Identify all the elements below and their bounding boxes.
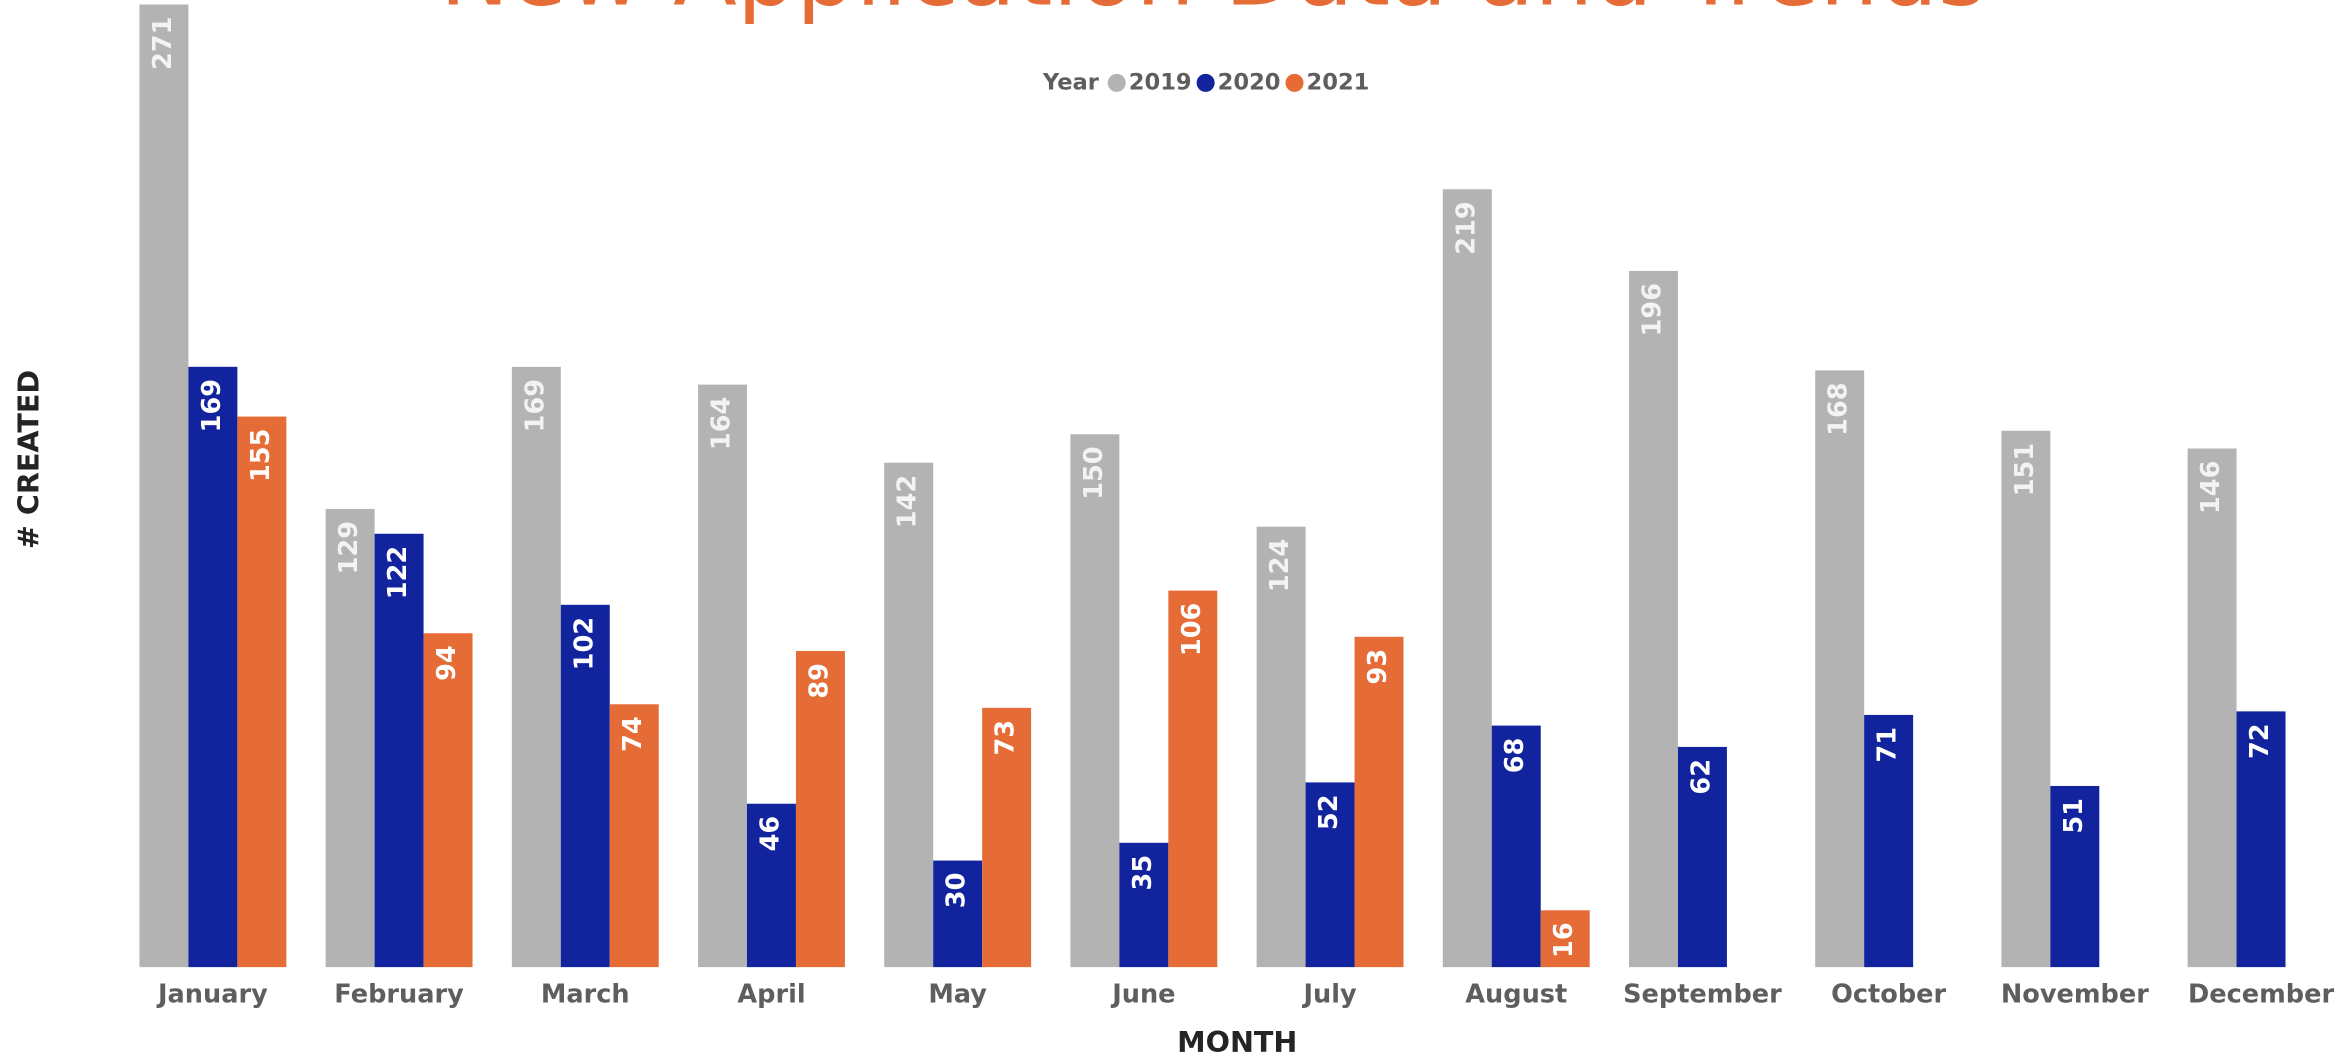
data-label: 169 xyxy=(520,379,550,432)
x-tick-label: September xyxy=(1623,980,1782,1010)
bar xyxy=(884,462,934,968)
data-label: 146 xyxy=(2196,461,2226,514)
bar xyxy=(511,366,561,968)
bar xyxy=(139,4,189,968)
data-label: 51 xyxy=(2059,798,2089,834)
bar xyxy=(1540,910,1590,968)
legend-title: Year xyxy=(1042,69,1100,95)
data-label: 164 xyxy=(707,397,737,450)
data-label: 73 xyxy=(991,720,1021,756)
data-label: 71 xyxy=(1873,727,1903,763)
data-label: 94 xyxy=(432,645,462,681)
bar xyxy=(237,416,287,968)
bar xyxy=(2236,711,2286,968)
x-tick-label: February xyxy=(334,980,464,1010)
data-label: 151 xyxy=(2010,443,2040,496)
x-tick-label: May xyxy=(928,980,987,1010)
bar xyxy=(933,860,983,968)
bar xyxy=(1256,526,1306,968)
data-label: 196 xyxy=(1637,283,1667,336)
bar xyxy=(560,604,610,968)
bar xyxy=(374,533,424,968)
data-label: 74 xyxy=(618,716,648,752)
data-label: 155 xyxy=(246,429,276,482)
bar xyxy=(1491,725,1541,968)
chart-title: New Application Data and Trends xyxy=(440,0,1987,27)
data-label: 168 xyxy=(1824,382,1854,435)
data-label: 35 xyxy=(1128,855,1158,891)
data-label: 72 xyxy=(2245,723,2275,759)
bar xyxy=(2001,430,2051,968)
x-tick-label: March xyxy=(541,980,630,1010)
x-tick-label: January xyxy=(156,980,268,1010)
bar xyxy=(1305,782,1355,968)
bar xyxy=(1442,189,1492,968)
x-tick-label: August xyxy=(1465,980,1567,1010)
data-label: 150 xyxy=(1079,446,1109,499)
data-label: 16 xyxy=(1549,922,1579,958)
x-tick-label: December xyxy=(2188,980,2334,1010)
x-axis-label: MONTH xyxy=(1177,1025,1297,1056)
x-tick-label: October xyxy=(1831,980,1946,1010)
data-label: 89 xyxy=(804,663,834,699)
bar xyxy=(2187,448,2237,968)
bar xyxy=(609,704,659,968)
x-tick-label: April xyxy=(737,980,805,1010)
data-label: 68 xyxy=(1500,738,1530,774)
y-axis-label: # CREATED xyxy=(12,370,46,549)
bar xyxy=(1168,590,1218,968)
legend-label: 2021 xyxy=(1307,69,1370,95)
data-label: 52 xyxy=(1314,794,1344,830)
data-label: 219 xyxy=(1451,201,1481,254)
bar xyxy=(423,633,473,968)
x-tick-label: November xyxy=(2001,980,2149,1010)
bar xyxy=(1354,636,1404,968)
data-label: 62 xyxy=(1686,759,1716,795)
x-tick-label: July xyxy=(1301,980,1357,1010)
bar xyxy=(1677,746,1727,968)
bar xyxy=(188,366,238,968)
data-label: 271 xyxy=(148,17,178,70)
data-label: 30 xyxy=(942,873,972,909)
bar xyxy=(698,384,747,968)
legend-label: 2019 xyxy=(1129,69,1192,95)
legend-marker xyxy=(1196,73,1215,92)
bar xyxy=(746,803,796,968)
bar xyxy=(795,650,845,968)
data-label: 46 xyxy=(755,816,785,852)
bar xyxy=(982,707,1032,968)
bar xyxy=(1070,434,1120,968)
data-label: 142 xyxy=(893,475,923,528)
bar xyxy=(2050,785,2100,968)
legend-label: 2020 xyxy=(1218,69,1281,95)
data-label: 129 xyxy=(334,521,364,574)
data-label: 93 xyxy=(1363,649,1393,685)
legend-marker xyxy=(1107,73,1126,92)
bar xyxy=(1119,842,1169,968)
x-tick-label: June xyxy=(1110,980,1175,1010)
data-label: 169 xyxy=(197,379,227,432)
legend-marker xyxy=(1285,73,1304,92)
data-label: 122 xyxy=(383,546,413,599)
bar xyxy=(1629,270,1678,968)
bar xyxy=(325,508,375,968)
bar xyxy=(1815,370,1865,968)
data-label: 106 xyxy=(1177,603,1207,656)
data-label: 102 xyxy=(569,617,599,670)
data-label: 124 xyxy=(1265,539,1295,592)
bar xyxy=(1864,714,1914,968)
